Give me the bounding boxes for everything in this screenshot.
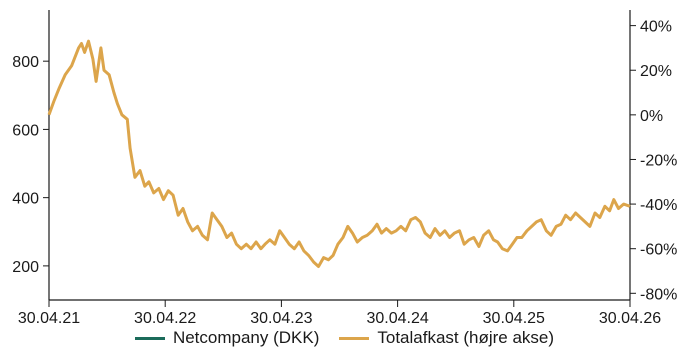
x-tick-label: 30.04.23	[250, 310, 312, 327]
right-tick-label: -40%	[640, 197, 677, 214]
x-tick-label: 30.04.24	[366, 310, 428, 327]
left-axis-ticks: 200 400 600 800	[12, 54, 49, 276]
legend-label-netcompany: Netcompany (DKK)	[172, 328, 320, 347]
legend-item-totalafkast: Totalafkast (højre akse)	[339, 328, 554, 348]
right-tick-label: 0%	[640, 108, 663, 125]
legend-item-netcompany: Netcompany (DKK)	[134, 328, 320, 348]
right-tick-label: -60%	[640, 242, 677, 259]
left-tick-label: 600	[12, 122, 39, 139]
legend-swatch-totalafkast	[339, 336, 370, 340]
x-tick-label: 30.04.21	[18, 310, 80, 327]
left-tick-label: 400	[12, 191, 39, 208]
legend-label-totalafkast: Totalafkast (højre akse)	[377, 328, 555, 347]
legend-swatch-netcompany	[134, 336, 165, 340]
x-tick-label: 30.04.26	[599, 310, 661, 327]
series-line-1	[47, 39, 631, 268]
axes	[48, 10, 631, 301]
left-tick-label: 200	[12, 259, 39, 276]
series-lines	[47, 39, 631, 268]
legend: Netcompany (DKK) Totalafkast (højre akse…	[0, 328, 689, 348]
x-tick-label: 30.04.22	[134, 310, 196, 327]
right-tick-label: -80%	[640, 286, 677, 303]
x-tick-label: 30.04.25	[483, 310, 545, 327]
right-tick-label: 20%	[640, 63, 672, 80]
left-tick-label: 800	[12, 54, 39, 71]
right-tick-label: -20%	[640, 152, 677, 169]
right-axis-ticks: -80% -60% -40% -20% 0% 20% 40%	[630, 19, 677, 303]
right-tick-label: 40%	[640, 19, 672, 36]
x-axis-ticks: 30.04.21 30.04.22 30.04.23 30.04.24 30.04.25…	[18, 300, 661, 327]
